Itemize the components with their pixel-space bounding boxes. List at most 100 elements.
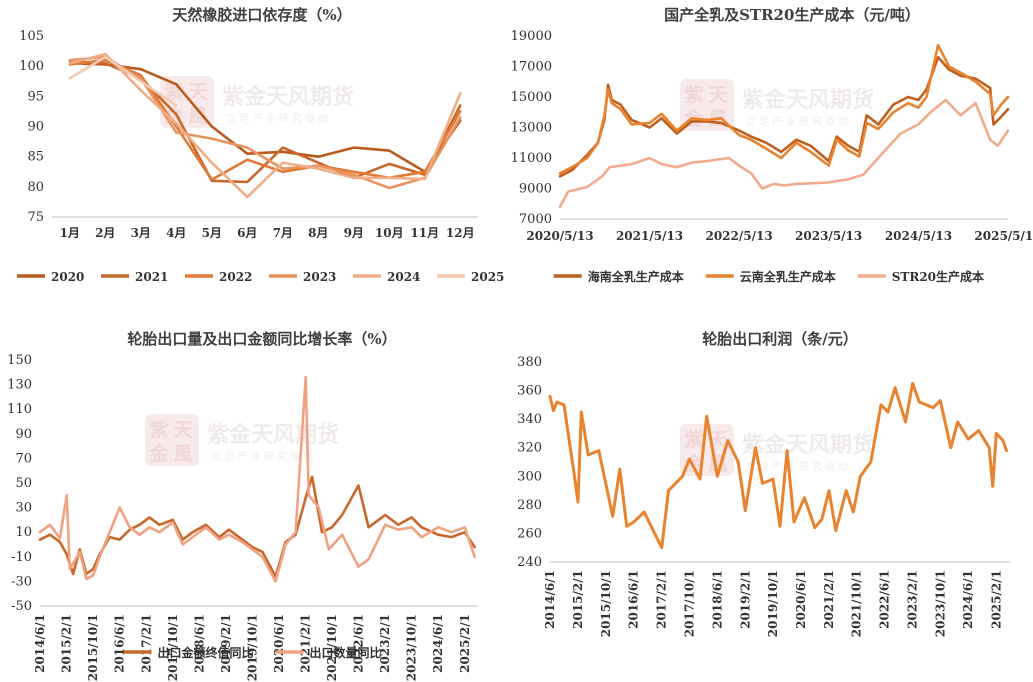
watermark-logo-char: 風 [188, 105, 207, 127]
legend: 2020 2021 2022 2023 2024 2025 [17, 270, 504, 284]
y-tick-label: 90 [15, 427, 32, 442]
y-tick-label: 17000 [511, 60, 552, 75]
x-tick-label: 2024/5/13 [885, 229, 952, 243]
x-tick-label: 2018/6/1 [710, 570, 724, 629]
x-tick-label: 2022/6/1 [352, 614, 366, 673]
x-tick-label: 5月 [202, 226, 222, 240]
watermark-3: 紫天金 風紫金天风期货立 足 产 业 研 究 驱 动 [145, 414, 339, 466]
x-tick-label: 2025/2/1 [458, 614, 472, 673]
legend-label: 云南全乳生产成本 [740, 269, 836, 284]
x-tick-label: 2022/6/1 [878, 570, 892, 629]
y-tick-label: 100 [19, 59, 44, 74]
chart-title: 天然橡胶进口依存度（%） [172, 6, 351, 24]
x-tick-label: 2021/2/1 [299, 614, 313, 673]
x-tick-label: 2019/10/1 [245, 614, 259, 681]
series-line-5 [68, 55, 178, 107]
x-tick-label: 2015/2/1 [571, 570, 585, 629]
watermark-slogan: 立 足 产 业 研 究 驱 动 [746, 115, 848, 128]
y-tick-label: 110 [7, 402, 32, 417]
x-tick-label: 8月 [308, 226, 328, 240]
x-tick-label: 2014/6/1 [543, 570, 557, 629]
chart-title: 轮胎出口量及出口金额同比增长率（%） [127, 330, 396, 348]
y-tick-label: -30 [11, 574, 32, 589]
series-line-1 [558, 43, 1010, 175]
y-tick-label: 11000 [511, 151, 552, 166]
x-tick-label: 2023/10/1 [405, 614, 419, 681]
x-tick-label: 2021/5/13 [616, 229, 683, 243]
chart-c4: 轮胎出口利润（条/元） 240 260 280 300 320 340 360 380 2014/… [517, 330, 1010, 637]
x-tick-label: 2022/5/13 [705, 229, 772, 243]
watermark-logo-char: 紫 [684, 429, 703, 451]
y-tick-label: 105 [19, 29, 44, 44]
x-tick-label: 2015/2/1 [60, 614, 74, 673]
x-tick-label: 2021/10/1 [325, 614, 339, 681]
legend-label: STR20生产成本 [892, 269, 984, 284]
watermark-1: 紫天金 風紫金天风期货立 足 产 业 研 究 驱 动 [160, 76, 354, 128]
x-tick-label: 2016/6/1 [113, 614, 127, 673]
watermark-logo-icon [145, 414, 199, 466]
watermark-logo-char: 天 [173, 419, 193, 441]
x-tick-label: 2015/10/1 [86, 614, 100, 681]
y-tick-label: 10 [15, 525, 32, 540]
y-tick-label: 13000 [511, 121, 552, 136]
y-tick-label: 75 [27, 210, 44, 225]
chart-c1: 天然橡胶进口依存度（%） 75 80 85 90 95 100 105 1月 2月 3月 4月 5月 6月… [17, 6, 504, 284]
x-tick-label: 2023/2/1 [906, 570, 920, 629]
x-tick-label: 2023/10/1 [933, 570, 947, 637]
series-line-0 [38, 475, 476, 578]
y-tick-label: 80 [27, 180, 44, 195]
x-tick-label: 2021/2/1 [822, 570, 836, 629]
y-tick-label: 7000 [519, 212, 552, 227]
y-tick-label: 280 [517, 498, 542, 513]
watermark-slogan: 立 足 产 业 研 究 驱 动 [746, 460, 848, 473]
y-tick-label: -10 [11, 550, 32, 565]
x-tick-label: 4月 [166, 226, 186, 240]
x-tick-label: 2021/10/1 [850, 570, 864, 637]
x-tick-label: 6月 [237, 226, 257, 240]
watermark-logo-char: 紫 [149, 419, 168, 441]
watermark-name: 紫金天风期货 [222, 84, 354, 110]
x-tick-label: 1月 [60, 226, 80, 240]
legend: 出口金额终值同比 出口数量同比 [123, 645, 382, 660]
legend-label: 2020 [51, 270, 84, 284]
y-tick-label: 360 [517, 384, 542, 399]
watermark-2: 紫天金 風紫金天风期货立 足 产 业 研 究 驱 动 [680, 79, 874, 131]
x-tick-label: 2019/2/1 [219, 614, 233, 673]
x-tick-label: 2020/6/1 [272, 614, 286, 673]
y-tick-label: 240 [517, 555, 542, 570]
watermark-logo-char: 金 [148, 442, 169, 465]
x-tick-label: 2018/6/1 [192, 614, 206, 673]
y-tick-label: -50 [11, 599, 32, 614]
x-tick-label: 2024/6/1 [961, 570, 975, 629]
x-tick-label: 2020/6/1 [794, 570, 808, 629]
watermark-logo-char: 天 [708, 84, 728, 106]
x-tick-label: 2017/10/1 [166, 614, 180, 681]
y-tick-label: 95 [27, 89, 44, 104]
x-tick-label: 3月 [131, 226, 151, 240]
x-tick-label: 12月 [446, 226, 475, 240]
y-tick-label: 30 [15, 501, 32, 516]
chart-c3: 轮胎出口量及出口金额同比增长率（%） -50 -30 -10 10 30 50 70 90 110… [7, 330, 478, 681]
x-tick-label: 9月 [344, 226, 364, 240]
series-line-0 [558, 56, 1010, 178]
watermark-logo-char: 紫 [684, 84, 703, 106]
legend-label: 2024 [387, 270, 420, 284]
series-line-0 [68, 61, 462, 174]
y-tick-label: 260 [517, 526, 542, 541]
y-tick-label: 380 [517, 355, 542, 370]
series-line-1 [38, 375, 476, 583]
series-line-3 [68, 55, 462, 190]
y-tick-label: 50 [15, 476, 32, 491]
x-tick-label: 2019/2/1 [738, 570, 752, 629]
x-tick-label: 7月 [273, 226, 293, 240]
x-tick-label: 2023/5/13 [795, 229, 862, 243]
x-tick-label: 2020/5/13 [526, 229, 593, 243]
y-tick-label: 15000 [511, 90, 552, 105]
watermark-logo-char: 天 [188, 81, 208, 103]
series-line-4 [68, 52, 462, 199]
watermark-slogan: 立 足 产 业 研 究 驱 动 [226, 112, 328, 125]
x-tick-label: 2024/6/1 [431, 614, 445, 673]
x-tick-label: 2017/10/1 [682, 570, 696, 637]
x-tick-label: 11月 [410, 226, 439, 240]
